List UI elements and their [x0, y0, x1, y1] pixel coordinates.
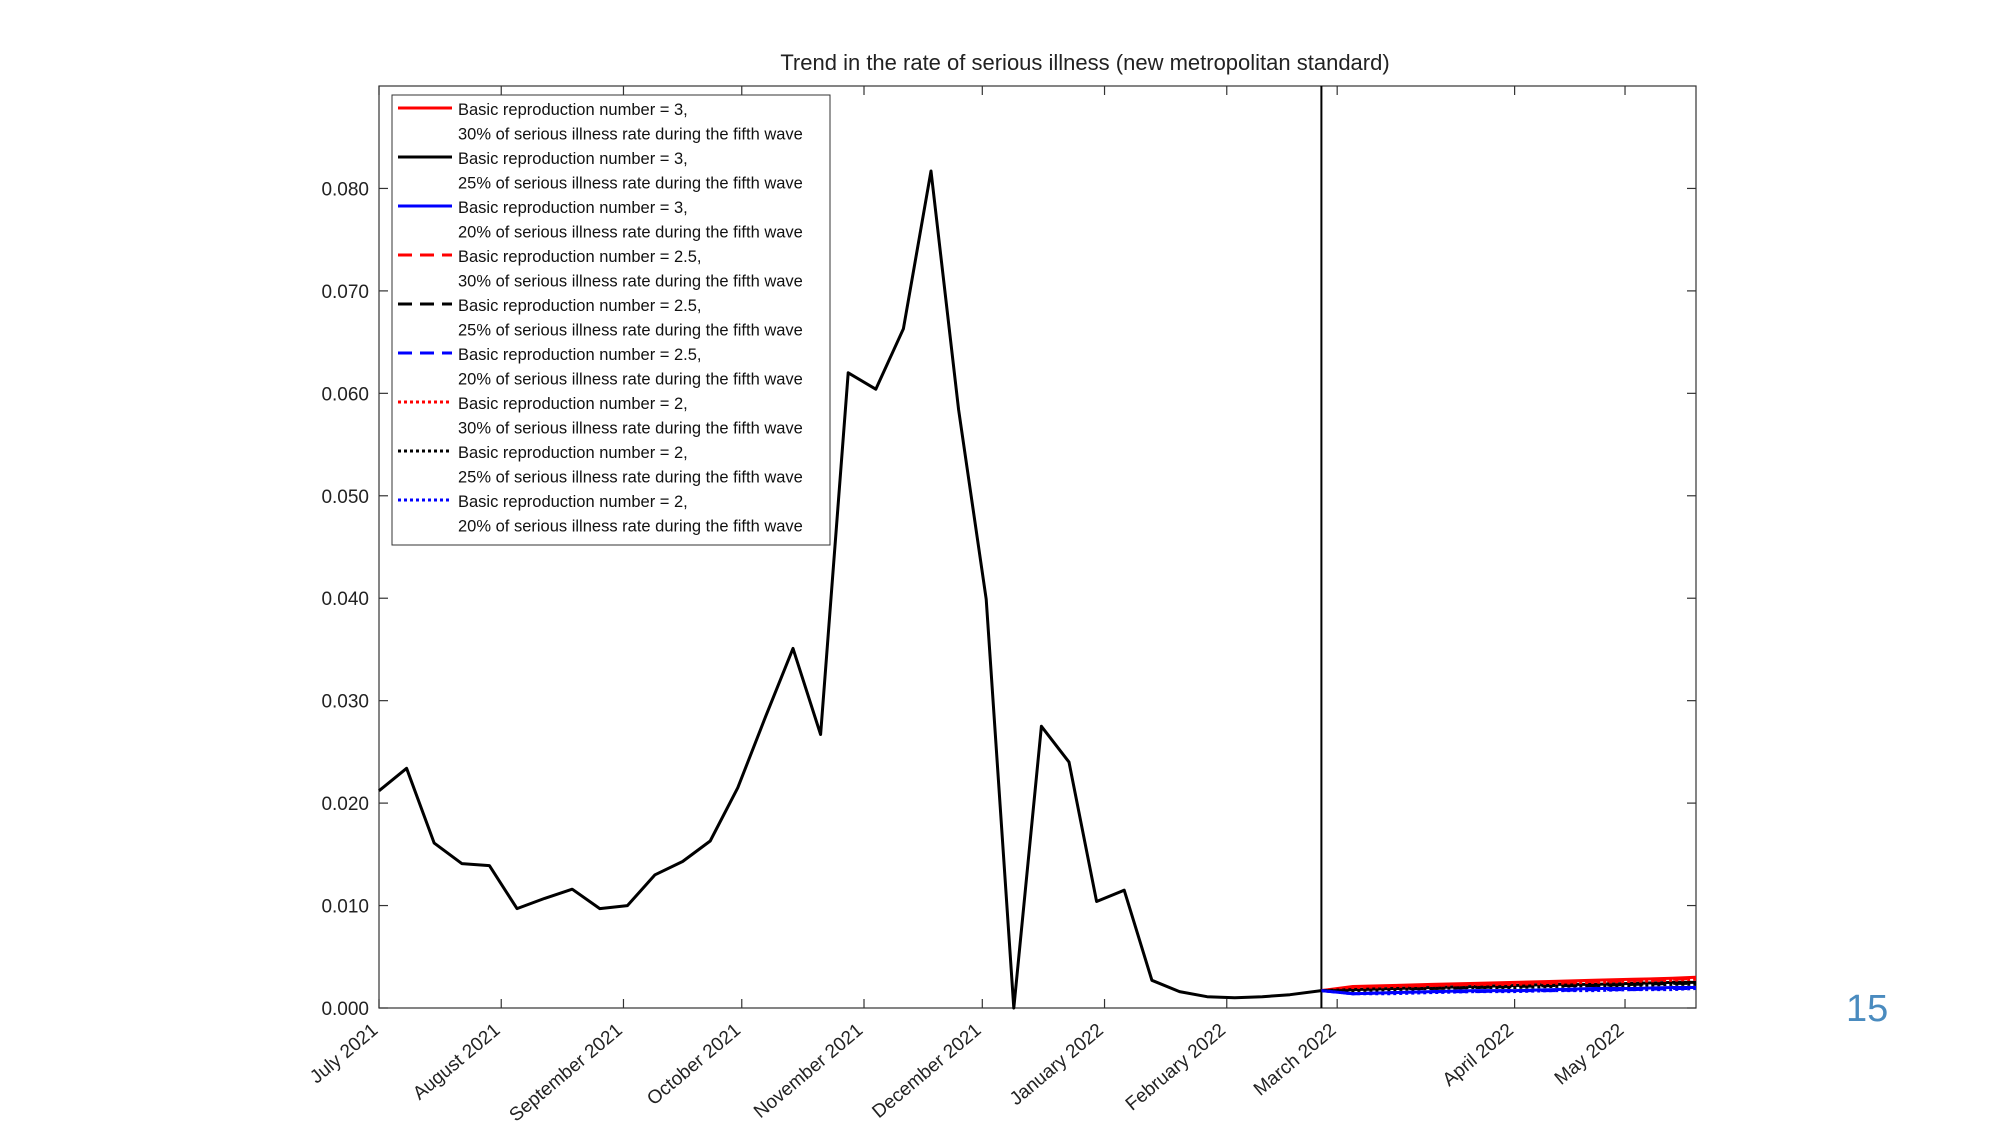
y-tick-label: 0.050 [321, 487, 369, 508]
legend-label: Basic reproduction number = 3, [458, 199, 688, 217]
x-tick-label: April 2022 [1439, 1020, 1518, 1091]
x-tick-label: January 2022 [1006, 1020, 1108, 1110]
y-tick-label: 0.070 [321, 282, 369, 303]
legend: Basic reproduction number = 3, 30% of ser… [391, 94, 831, 546]
legend-label: Basic reproduction number = 3, [458, 150, 688, 168]
series-line [1321, 975, 1697, 993]
series-layer [378, 86, 1697, 1010]
chart-title: Trend in the rate of serious illness (ne… [780, 50, 1389, 75]
observed-line [378, 169, 1322, 1010]
x-tick-label: December 2021 [868, 1020, 985, 1123]
x-tick-label: September 2021 [506, 1020, 627, 1125]
x-tick-label: July 2021 [306, 1020, 382, 1088]
legend-label: 30% of serious illness rate during the f… [458, 420, 803, 438]
legend-label: 25% of serious illness rate during the f… [458, 175, 803, 193]
x-tick-label: February 2022 [1122, 1020, 1230, 1116]
y-tick-label: 0.010 [321, 897, 369, 918]
legend-box [391, 94, 831, 546]
y-tick-label: 0.080 [321, 179, 369, 200]
legend-label: Basic reproduction number = 2, [458, 444, 688, 462]
y-tick-label: 0.000 [321, 999, 369, 1020]
legend-label: Basic reproduction number = 2, [458, 493, 688, 511]
legend-label: Basic reproduction number = 2, [458, 395, 688, 413]
legend-label: 25% of serious illness rate during the f… [458, 469, 803, 487]
page-number: 15 [1846, 988, 1889, 1030]
legend-label: 20% of serious illness rate during the f… [458, 518, 803, 536]
series-line [1321, 976, 1697, 993]
series-line [1321, 982, 1696, 993]
y-tick-label: 0.020 [321, 794, 369, 815]
y-tick-label: 0.060 [321, 384, 369, 405]
x-tick-label: October 2021 [643, 1020, 745, 1110]
legend-label: 30% of serious illness rate during the f… [458, 273, 803, 291]
y-axis: 0.000 0.010 0.020 0.030 0.040 0.050 0.060 0.070… [321, 179, 1696, 1020]
x-tick-label: March 2022 [1250, 1020, 1340, 1101]
series-line [1321, 987, 1696, 996]
series-line [1321, 977, 1697, 993]
series-line [1321, 981, 1696, 993]
x-tick-label: August 2021 [409, 1020, 504, 1105]
y-tick-label: 0.030 [321, 692, 369, 713]
legend-label: 25% of serious illness rate during the f… [458, 322, 803, 340]
x-tick-label: November 2021 [750, 1020, 867, 1123]
series-line [1321, 987, 1697, 996]
legend-label: Basic reproduction number = 3, [458, 101, 688, 119]
legend-label: Basic reproduction number = 2.5, [458, 346, 702, 364]
y-tick-label: 0.040 [321, 589, 369, 610]
legend-label: 30% of serious illness rate during the f… [458, 126, 803, 144]
legend-label: 20% of serious illness rate during the f… [458, 224, 803, 242]
legend-label: Basic reproduction number = 2.5, [458, 297, 702, 315]
x-tick-label: May 2022 [1551, 1020, 1628, 1090]
legend-label: 20% of serious illness rate during the f… [458, 371, 803, 389]
plot-frame [378, 85, 1697, 1009]
legend-label: Basic reproduction number = 2.5, [458, 248, 702, 266]
